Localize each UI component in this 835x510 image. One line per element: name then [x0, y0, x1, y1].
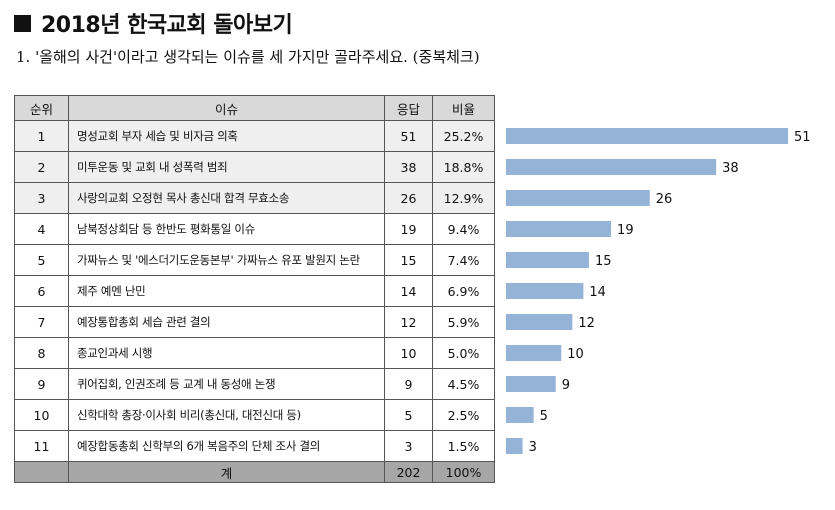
bar-value-label: 14: [589, 285, 606, 300]
pct-cell: 4.5%: [432, 368, 495, 400]
response-bar-chart: 51 38 26 19 15 14 12 10 9 5 3: [506, 128, 811, 455]
column-header-count: 응답: [384, 95, 433, 121]
bar: [506, 221, 612, 237]
count-cell: 5: [384, 399, 433, 431]
issue-cell: 제주 예멘 난민: [68, 275, 385, 307]
issue-cell: 예장통합총회 세습 관련 결의: [68, 306, 385, 338]
issue-cell: 신학대학 총장·이사회 비리(총신대, 대전신대 등): [68, 399, 385, 431]
rank-cell: 7: [14, 306, 69, 338]
count-cell: 14: [384, 275, 433, 307]
rank-cell: 2: [14, 151, 69, 183]
table-row: 1 명성교회 부자 세습 및 비자금 의혹 51 25.2%: [14, 120, 495, 152]
table-row: 5 가짜뉴스 및 '에스더기도운동본부' 가짜뉴스 유포 발원지 논란 15 7…: [14, 244, 495, 276]
bar: [506, 252, 589, 268]
table-row: 3 사랑의교회 오정현 목사 총신대 합격 무효소송 26 12.9%: [14, 182, 495, 214]
table-row: 6 제주 예멘 난민 14 6.9%: [14, 275, 495, 307]
count-cell: 10: [384, 337, 433, 369]
issue-cell: 퀴어집회, 인권조례 등 교계 내 동성애 논쟁: [68, 368, 385, 400]
count-cell: 12: [384, 306, 433, 338]
rank-cell: 3: [14, 182, 69, 214]
pct-cell: 2.5%: [432, 399, 495, 431]
bar: [506, 345, 562, 361]
column-header-pct: 비율: [432, 95, 495, 121]
total-count: 202: [384, 461, 433, 483]
table-row: 8 종교인과세 시행 10 5.0%: [14, 337, 495, 369]
count-cell: 38: [384, 151, 433, 183]
bar-value-label: 3: [529, 440, 537, 455]
bar-value-label: 51: [794, 130, 811, 145]
pct-cell: 6.9%: [432, 275, 495, 307]
rank-cell: 10: [14, 399, 69, 431]
count-cell: 15: [384, 244, 433, 276]
bar-value-label: 5: [540, 409, 548, 424]
survey-question: 1. '올해의 사건'이라고 생각되는 이슈를 세 가지만 골라주세요. (중복…: [16, 48, 480, 66]
issue-cell: 가짜뉴스 및 '에스더기도운동본부' 가짜뉴스 유포 발원지 논란: [68, 244, 385, 276]
column-header-issue: 이슈: [68, 95, 385, 121]
bar-value-label: 15: [595, 254, 612, 269]
pct-cell: 5.9%: [432, 306, 495, 338]
pct-cell: 12.9%: [432, 182, 495, 214]
total-row: 계 202 100%: [14, 461, 495, 483]
count-cell: 3: [384, 430, 433, 462]
bar: [506, 283, 584, 299]
bar: [506, 128, 788, 144]
bar: [506, 159, 717, 175]
table-row: 10 신학대학 총장·이사회 비리(총신대, 대전신대 등) 5 2.5%: [14, 399, 495, 431]
count-cell: 51: [384, 120, 433, 152]
count-cell: 19: [384, 213, 433, 245]
pct-cell: 5.0%: [432, 337, 495, 369]
issue-cell: 남북정상회담 등 한반도 평화통일 이슈: [68, 213, 385, 245]
issue-cell: 종교인과세 시행: [68, 337, 385, 369]
rank-cell: 8: [14, 337, 69, 369]
total-blank-cell: [14, 461, 69, 483]
pct-cell: 9.4%: [432, 213, 495, 245]
bar-value-label: 10: [567, 347, 584, 362]
total-pct: 100%: [432, 461, 495, 483]
table-row: 9 퀴어집회, 인권조례 등 교계 내 동성애 논쟁 9 4.5%: [14, 368, 495, 400]
bar: [506, 190, 650, 206]
table-row: 7 예장통합총회 세습 관련 결의 12 5.9%: [14, 306, 495, 338]
bar-value-label: 26: [656, 192, 673, 207]
table-row: 2 미투운동 및 교회 내 성폭력 범죄 38 18.8%: [14, 151, 495, 183]
rank-cell: 6: [14, 275, 69, 307]
total-label: 계: [68, 461, 385, 483]
page-title-text: 2018년 한국교회 돌아보기: [41, 13, 293, 38]
column-header-rank: 순위: [14, 95, 69, 121]
bar-value-label: 12: [578, 316, 595, 331]
bar-value-label: 19: [617, 223, 634, 238]
pct-cell: 25.2%: [432, 120, 495, 152]
issue-cell: 예장합동총회 신학부의 6개 복음주의 단체 조사 결의: [68, 430, 385, 462]
square-bullet-icon: [14, 14, 31, 32]
table-row: 11 예장합동총회 신학부의 6개 복음주의 단체 조사 결의 3 1.5%: [14, 430, 495, 462]
rank-cell: 9: [14, 368, 69, 400]
rank-cell: 4: [14, 213, 69, 245]
rank-cell: 5: [14, 244, 69, 276]
pct-cell: 7.4%: [432, 244, 495, 276]
issue-cell: 사랑의교회 오정현 목사 총신대 합격 무효소송: [68, 182, 385, 214]
issue-cell: 명성교회 부자 세습 및 비자금 의혹: [68, 120, 385, 152]
count-cell: 9: [384, 368, 433, 400]
bar: [506, 438, 523, 454]
rank-cell: 1: [14, 120, 69, 152]
page-title: 2018년 한국교회 돌아보기: [14, 6, 293, 40]
issue-cell: 미투운동 및 교회 내 성폭력 범죄: [68, 151, 385, 183]
bar: [506, 407, 534, 423]
bar: [506, 314, 573, 330]
bar-value-label: 9: [562, 378, 570, 393]
table-header-row: 순위 이슈 응답 비율: [14, 95, 495, 121]
pct-cell: 1.5%: [432, 430, 495, 462]
count-cell: 26: [384, 182, 433, 214]
issues-table: 순위 이슈 응답 비율 1 명성교회 부자 세습 및 비자금 의혹 51 25.…: [14, 95, 495, 483]
table-row: 4 남북정상회담 등 한반도 평화통일 이슈 19 9.4%: [14, 213, 495, 245]
bar: [506, 376, 556, 392]
pct-cell: 18.8%: [432, 151, 495, 183]
bar-value-label: 38: [722, 161, 739, 176]
rank-cell: 11: [14, 430, 69, 462]
